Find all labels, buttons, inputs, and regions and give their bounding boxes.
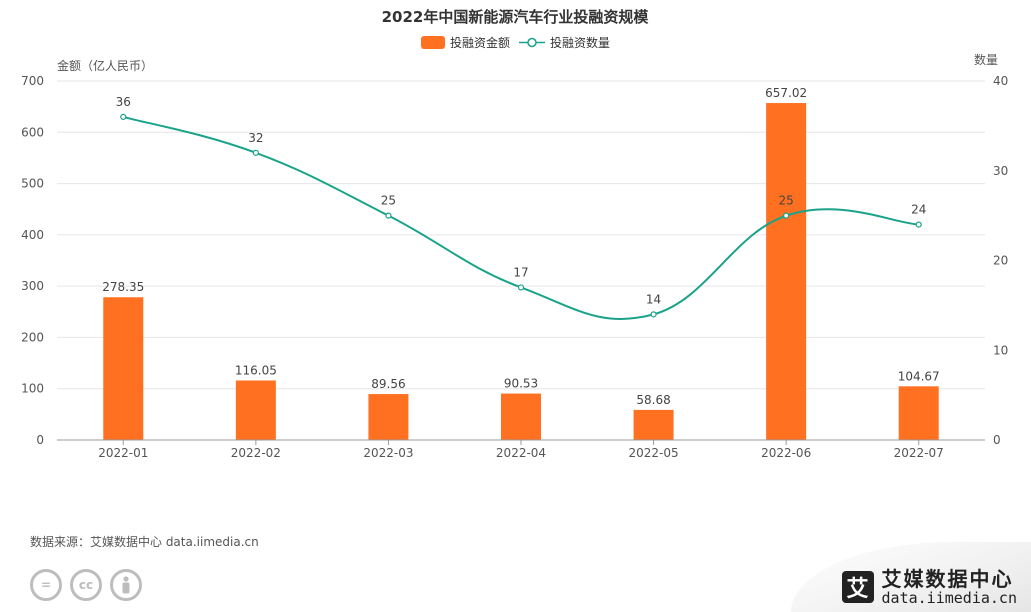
x-tick-label: 2022-05 <box>629 446 679 460</box>
x-tick-label: 2022-03 <box>363 446 413 460</box>
y-left-tick-label: 0 <box>36 433 44 447</box>
y-right-tick-label: 40 <box>993 74 1008 88</box>
line-data-label: 14 <box>646 292 661 306</box>
y-right-tick-label: 0 <box>993 433 1001 447</box>
x-tick-label: 2022-02 <box>231 446 281 460</box>
y-left-tick-label: 700 <box>21 74 44 88</box>
legend: 投融资金额 投融资数量 <box>421 35 610 50</box>
y-left-tick-label: 600 <box>21 125 44 139</box>
bar[interactable] <box>898 386 939 440</box>
line-point[interactable] <box>650 311 657 318</box>
legend-swatch-bar <box>421 36 445 49</box>
x-tick-label: 2022-07 <box>894 446 944 460</box>
brand-name: 艾媒数据中心 <box>881 566 1014 591</box>
brand-url: data.iimedia.cn <box>881 588 1017 607</box>
bar[interactable] <box>368 394 409 440</box>
y-left-tick-label: 400 <box>21 228 44 242</box>
legend-label-amount[interactable]: 投融资金额 <box>450 35 510 50</box>
x-axis: 2022-01 2022-02 2022-03 2022-04 2022-05 2022-… <box>57 439 985 460</box>
equals-icon: = <box>30 569 62 601</box>
line-series: 36 32 25 17 14 25 24 <box>116 95 926 321</box>
bar-data-label: 657.02 <box>765 86 807 100</box>
line-data-label: 17 <box>513 265 528 279</box>
legend-label-count[interactable]: 投融资数量 <box>550 35 610 50</box>
y-axis-left-ticks: 0 100 200 300 400 500 600 700 <box>21 74 44 447</box>
bar[interactable] <box>633 409 674 440</box>
line-data-label: 36 <box>116 95 131 109</box>
x-tick-label: 2022-01 <box>98 446 148 460</box>
line-point[interactable] <box>517 284 525 291</box>
bar[interactable] <box>766 103 807 440</box>
x-tick-label: 2022-04 <box>496 446 546 460</box>
brand-logo-icon: 艾 <box>841 570 874 603</box>
bar-series: 278.35 116.05 89.56 90.53 58.68 657.02 104.67 <box>102 86 940 440</box>
y-left-tick-label: 300 <box>21 279 44 293</box>
bar-data-label: 278.35 <box>102 280 144 294</box>
y-right-tick-label: 10 <box>993 343 1008 357</box>
bar-data-label: 58.68 <box>636 393 670 407</box>
line-data-label: 25 <box>381 194 396 208</box>
line-point[interactable] <box>252 149 259 156</box>
brand-watermark: 艾 艾媒数据中心 data.iimedia.cn <box>841 566 1017 607</box>
y-axis-right-ticks: 0 10 20 30 40 <box>993 74 1008 447</box>
y-left-tick-label: 100 <box>21 382 44 396</box>
line-point[interactable] <box>120 113 127 121</box>
line-point[interactable] <box>783 212 790 219</box>
bar-data-label: 90.53 <box>504 377 538 391</box>
bar-data-label: 116.05 <box>235 363 277 377</box>
person-icon <box>110 569 142 601</box>
legend-swatch-marker <box>527 37 537 48</box>
y-right-tick-label: 20 <box>993 254 1008 268</box>
creative-commons-icon: cc <box>70 569 102 601</box>
bar-data-label: 89.56 <box>371 377 405 391</box>
y-left-tick-label: 500 <box>21 177 44 191</box>
license-icons: = cc <box>30 569 142 601</box>
y-axis-left-label: 金额（亿人民币） <box>57 58 153 73</box>
bar-data-label: 104.67 <box>898 369 940 383</box>
chart-title: 2022年中国新能源汽车行业投融资规模 <box>382 8 650 26</box>
line-point[interactable] <box>385 212 392 219</box>
line-data-label: 32 <box>248 131 263 145</box>
line-point[interactable] <box>915 221 922 228</box>
bar[interactable] <box>103 297 144 440</box>
y-right-tick-label: 30 <box>993 164 1008 178</box>
y-axis-right-label: 数量 <box>974 52 998 67</box>
bar[interactable] <box>235 380 276 440</box>
line-data-label: 25 <box>779 194 794 208</box>
y-left-tick-label: 200 <box>21 330 44 344</box>
data-source-note: 数据来源：艾媒数据中心 data.iimedia.cn <box>30 535 259 549</box>
bar[interactable] <box>501 393 541 440</box>
line-data-label: 24 <box>911 203 926 217</box>
x-tick-label: 2022-06 <box>761 446 811 460</box>
